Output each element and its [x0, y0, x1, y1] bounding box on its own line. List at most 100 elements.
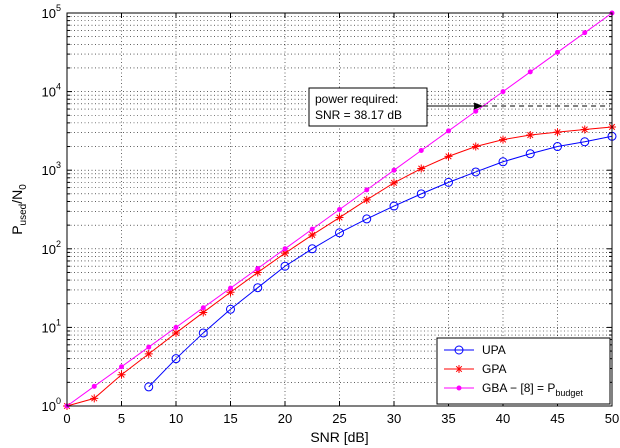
- annotation-line: SNR = 38.17 dB: [315, 108, 402, 122]
- point: [473, 108, 479, 114]
- y-axis-label-base: P: [9, 225, 25, 234]
- y-tick-label-exp: 3: [56, 160, 61, 170]
- point: [309, 226, 315, 232]
- y-tick-label: 101: [42, 317, 61, 335]
- x-tick-label: 0: [63, 411, 70, 426]
- point: [91, 383, 97, 389]
- y-axis-label-sub1: used: [18, 204, 29, 226]
- point: [582, 30, 588, 36]
- point: [499, 135, 507, 144]
- annotation-line: power required:: [315, 92, 398, 106]
- legend-box: [436, 337, 611, 405]
- point: [362, 195, 371, 204]
- point: [527, 69, 533, 75]
- y-tick-label-base: 10: [42, 85, 56, 100]
- legend-label: GPA: [482, 362, 506, 376]
- point: [580, 125, 589, 134]
- y-tick-label-exp: 4: [56, 82, 61, 92]
- point: [580, 137, 590, 147]
- point: [444, 152, 453, 161]
- point: [253, 268, 262, 277]
- x-tick-label: 30: [387, 411, 401, 426]
- legend-entry: GBA − [8] = Pbudget: [444, 381, 583, 398]
- point: [391, 167, 397, 173]
- point: [455, 365, 463, 373]
- y-axis-label-sub2: 0: [18, 184, 29, 190]
- x-tick-label: 5: [118, 411, 125, 426]
- point: [308, 230, 317, 239]
- point: [335, 228, 344, 238]
- y-tick-label: 105: [42, 3, 61, 21]
- point: [454, 345, 464, 355]
- point: [446, 128, 451, 134]
- y-tick-label: 104: [42, 82, 61, 100]
- point: [144, 382, 154, 392]
- point: [307, 244, 317, 254]
- x-axis-label: SNR [dB]: [310, 429, 368, 445]
- point: [364, 187, 370, 193]
- x-tick-label: 15: [223, 411, 237, 426]
- point: [498, 157, 508, 167]
- y-tick-label-base: 10: [42, 320, 56, 335]
- legend-label-main: GBA − [8] = P: [482, 381, 555, 395]
- point: [553, 128, 562, 137]
- legend-label: GBA − [8] = Pbudget: [482, 381, 583, 398]
- point: [337, 207, 342, 213]
- point: [362, 214, 372, 224]
- point: [144, 349, 153, 358]
- y-tick-label: 100: [42, 396, 61, 414]
- x-tick-label: 45: [550, 411, 564, 426]
- series-line: [148, 135, 613, 388]
- y-tick-label-base: 10: [42, 6, 56, 21]
- series-1: [63, 122, 616, 410]
- point: [444, 177, 453, 187]
- point: [471, 142, 480, 151]
- point: [418, 148, 424, 154]
- legend-label: UPA: [482, 343, 506, 357]
- point: [199, 308, 208, 317]
- point: [198, 328, 208, 338]
- point: [228, 285, 233, 291]
- point: [500, 89, 506, 95]
- y-tick-label: 102: [42, 239, 61, 257]
- point: [117, 370, 126, 379]
- point: [555, 49, 560, 55]
- y-tick-label: 103: [42, 160, 61, 178]
- annotation: power required: SNR = 38.17 dB: [308, 87, 610, 127]
- annotation-arrowhead: [474, 102, 484, 110]
- legend: UPA GPA GBA − [8] = Pbudget: [436, 337, 611, 405]
- point: [456, 385, 462, 391]
- x-tick-label: 40: [496, 411, 510, 426]
- point: [253, 283, 263, 293]
- y-tick-label-exp: 5: [56, 3, 61, 13]
- y-tick-label-base: 10: [42, 163, 56, 178]
- y-axis-label-mid: /N: [9, 190, 25, 204]
- y-tick-label-exp: 1: [56, 317, 61, 327]
- point: [389, 201, 399, 211]
- point: [416, 189, 426, 199]
- point: [200, 305, 206, 311]
- point: [281, 249, 289, 258]
- annotation-box: [308, 87, 428, 127]
- point: [471, 167, 481, 177]
- legend-label-sub: budget: [555, 388, 583, 398]
- x-tick-label: 25: [332, 411, 346, 426]
- point: [553, 142, 562, 152]
- x-tick-label: 20: [278, 411, 292, 426]
- point: [526, 131, 535, 140]
- y-tick-label-base: 10: [42, 242, 56, 257]
- point: [146, 344, 152, 350]
- series-2: [64, 10, 615, 409]
- y-axis-label: Pused/N0: [9, 184, 29, 235]
- y-tick-label-exp: 2: [56, 239, 61, 249]
- series-layer: [63, 10, 617, 410]
- point: [525, 149, 535, 159]
- point: [90, 394, 99, 403]
- point: [172, 328, 180, 337]
- point: [282, 246, 288, 252]
- x-tick-label: 50: [605, 411, 619, 426]
- point: [173, 324, 179, 330]
- point: [119, 364, 124, 370]
